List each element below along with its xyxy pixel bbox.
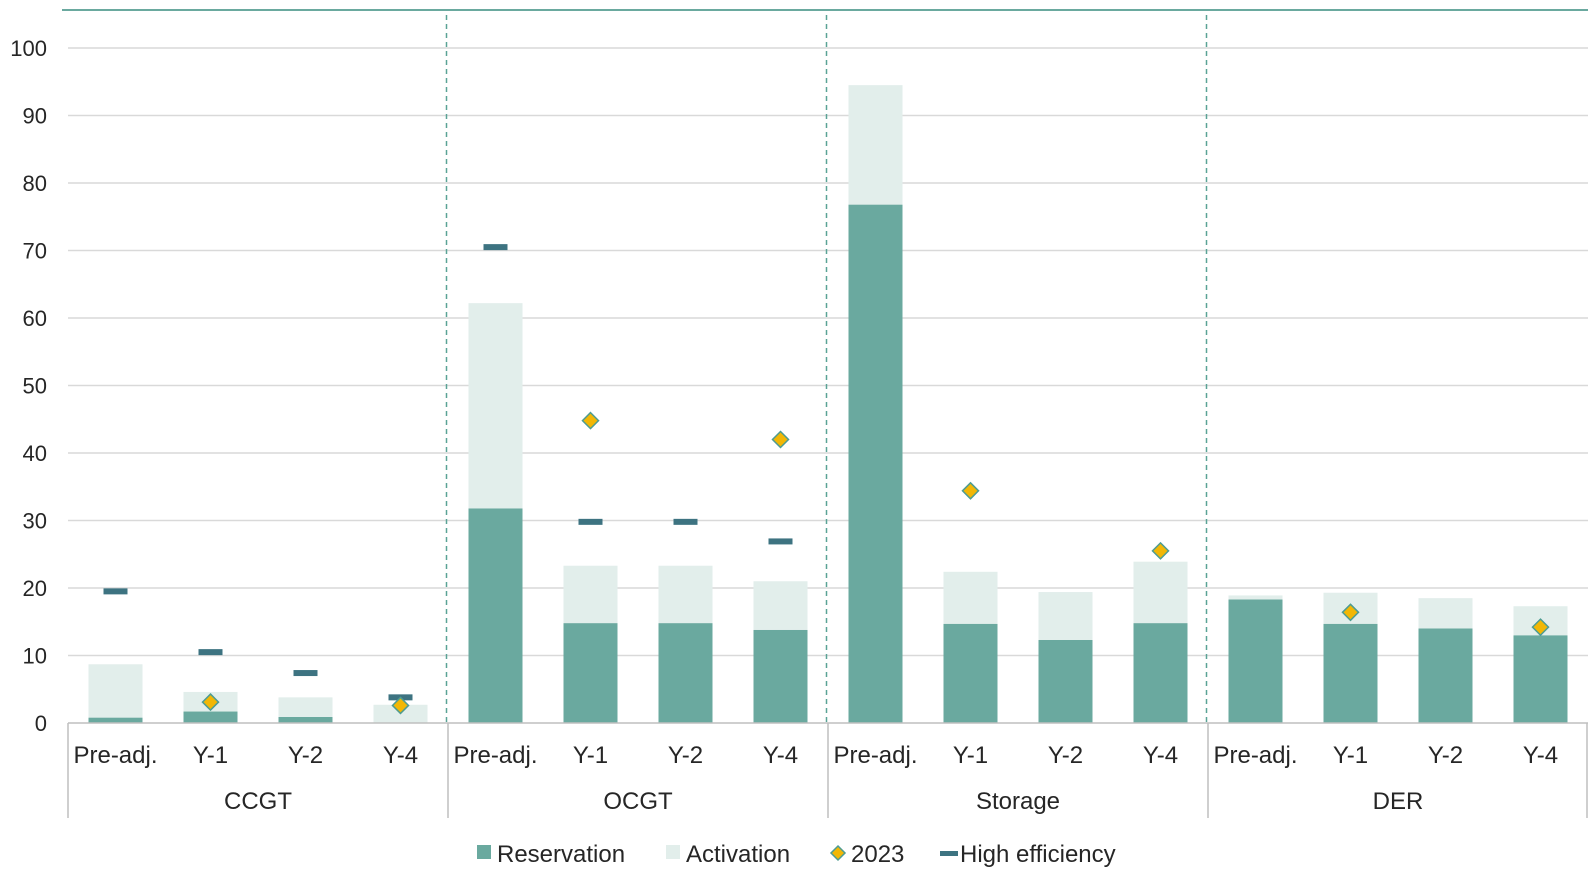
y-tick-label: 10 bbox=[23, 644, 47, 669]
x-category-label: Pre-adj. bbox=[453, 742, 537, 769]
bar-reservation bbox=[1513, 635, 1568, 723]
y-tick-label: 50 bbox=[23, 374, 47, 399]
y-tick-label: 70 bbox=[23, 239, 47, 264]
legend-swatch-activation bbox=[666, 845, 680, 859]
bar-activation bbox=[943, 571, 998, 624]
y-tick-label: 60 bbox=[23, 306, 47, 331]
bars bbox=[88, 85, 1568, 724]
legend-label: Activation bbox=[686, 841, 790, 868]
bar-reservation bbox=[1133, 623, 1188, 723]
bar-activation bbox=[278, 697, 333, 717]
bar-activation bbox=[88, 664, 143, 718]
y-tick-label: 90 bbox=[23, 104, 47, 129]
legend-label: High efficiency bbox=[960, 841, 1116, 868]
marker-2023 bbox=[961, 481, 980, 500]
x-category-label: Y-1 bbox=[193, 742, 228, 769]
x-category-label: Y-2 bbox=[1048, 742, 1083, 769]
x-category-label: Y-2 bbox=[288, 742, 323, 769]
markers bbox=[103, 244, 1550, 715]
x-category-label: Pre-adj. bbox=[833, 742, 917, 769]
high-efficiency-dash bbox=[103, 588, 128, 595]
legend-label: 2023 bbox=[851, 841, 904, 868]
high-efficiency-dash bbox=[483, 244, 508, 251]
x-category-label: Y-1 bbox=[1333, 742, 1368, 769]
bar-reservation bbox=[468, 508, 523, 723]
marker-2023 bbox=[391, 696, 410, 715]
marker-2023 bbox=[201, 693, 220, 712]
bar-activation bbox=[1418, 598, 1473, 629]
y-tick-label: 40 bbox=[23, 441, 47, 466]
x-group-label: CCGT bbox=[224, 788, 292, 815]
bar-activation bbox=[1038, 592, 1093, 640]
x-category-label: Y-1 bbox=[953, 742, 988, 769]
legend-label: Reservation bbox=[497, 841, 625, 868]
legend-swatch-2023 bbox=[829, 844, 847, 862]
bar-activation bbox=[468, 303, 523, 509]
bar-reservation bbox=[848, 204, 903, 724]
bar-activation bbox=[1133, 561, 1188, 624]
bar-activation bbox=[563, 565, 618, 624]
bar-reservation bbox=[563, 623, 618, 723]
y-tick-label: 30 bbox=[23, 509, 47, 534]
bar-reservation bbox=[1323, 623, 1378, 723]
x-category-label: Pre-adj. bbox=[1213, 742, 1297, 769]
group-dividers bbox=[445, 15, 1208, 723]
legend-swatch-high-efficiency bbox=[940, 851, 958, 856]
x-category-label: Y-2 bbox=[1428, 742, 1463, 769]
bar-reservation bbox=[753, 629, 808, 723]
bar-reservation bbox=[1228, 599, 1283, 723]
gridlines bbox=[68, 47, 1588, 657]
legend-swatch-reservation bbox=[477, 845, 491, 859]
marker-2023 bbox=[1531, 618, 1550, 637]
y-tick-label: 80 bbox=[23, 171, 47, 196]
y-tick-label: 100 bbox=[10, 36, 47, 61]
bar-reservation bbox=[183, 711, 238, 723]
bar-reservation bbox=[278, 716, 333, 723]
marker-2023 bbox=[1341, 603, 1360, 622]
y-tick-label: 0 bbox=[35, 711, 47, 736]
marker-2023 bbox=[581, 411, 600, 430]
y-axis-tick-labels: 0 10 20 30 40 50 60 70 80 90 100 bbox=[10, 36, 47, 736]
high-efficiency-dash bbox=[768, 538, 793, 545]
bar-activation bbox=[753, 581, 808, 630]
x-category-label: Y-1 bbox=[573, 742, 608, 769]
bar-reservation bbox=[658, 623, 713, 723]
marker-2023 bbox=[771, 430, 790, 449]
bar-reservation bbox=[1038, 639, 1093, 723]
x-category-label: Y-4 bbox=[763, 742, 798, 769]
marker-2023 bbox=[1151, 541, 1170, 560]
high-efficiency-dash bbox=[293, 670, 318, 677]
bar-reservation bbox=[1418, 628, 1473, 723]
high-efficiency-dash bbox=[198, 649, 223, 656]
bar-activation bbox=[848, 85, 903, 205]
bar-reservation bbox=[943, 623, 998, 723]
x-group-label: DER bbox=[1373, 788, 1424, 815]
high-efficiency-dash bbox=[673, 518, 698, 525]
x-category-label: Y-4 bbox=[1523, 742, 1558, 769]
bar-reservation bbox=[88, 717, 143, 723]
high-efficiency-dash bbox=[578, 518, 603, 525]
x-category-label: Y-4 bbox=[1143, 742, 1178, 769]
bar-activation bbox=[658, 565, 713, 624]
bar-activation bbox=[1228, 595, 1283, 600]
x-category-label: Y-4 bbox=[383, 742, 418, 769]
x-group-label: Storage bbox=[976, 788, 1060, 815]
x-group-label: OCGT bbox=[603, 788, 673, 815]
x-category-label: Y-2 bbox=[668, 742, 703, 769]
x-category-label: Pre-adj. bbox=[73, 742, 157, 769]
x-axis: Pre-adj. Y-1 Y-2 Y-4 CCGT Pre-adj. Y-1 Y-2 Y-4 OC… bbox=[67, 722, 1588, 818]
y-tick-label: 20 bbox=[23, 576, 47, 601]
legend: Reservation Activation 2023 High efficiency bbox=[477, 841, 1116, 868]
